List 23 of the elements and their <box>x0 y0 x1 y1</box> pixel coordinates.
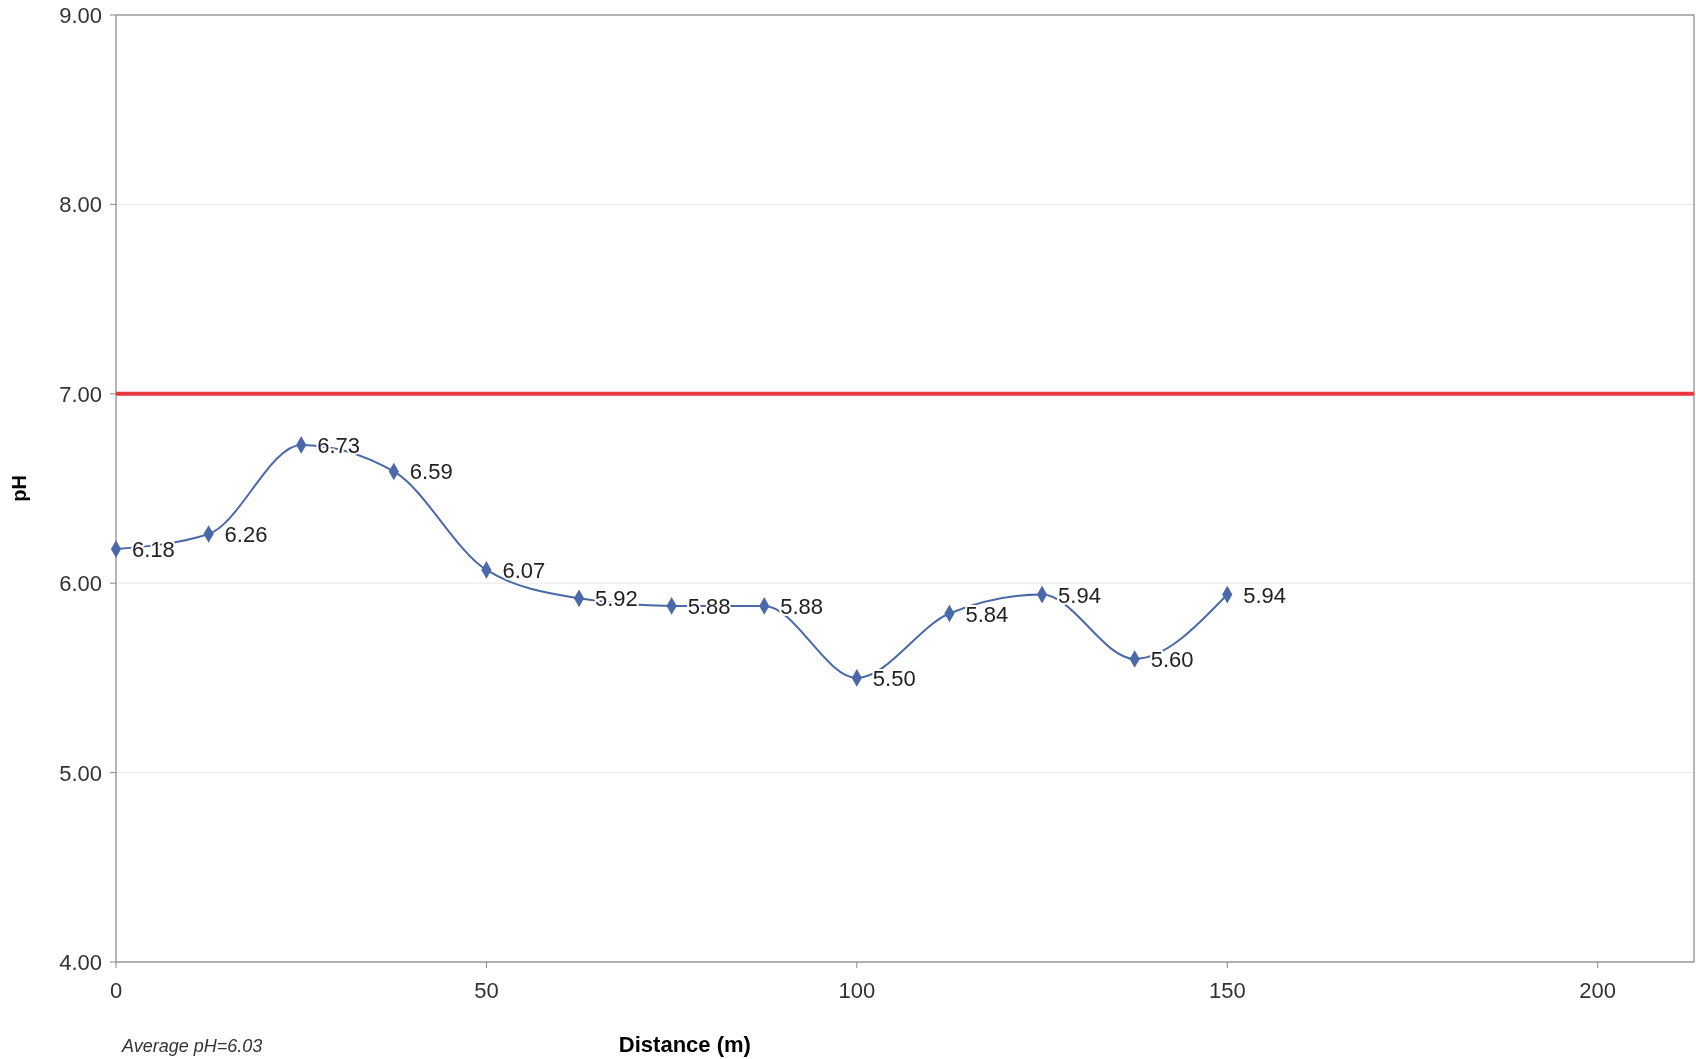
x-tick-label: 100 <box>838 978 876 1003</box>
y-tick-label: 6.00 <box>59 571 102 597</box>
y-tick-label: 4.00 <box>59 950 102 975</box>
data-label: 5.94 <box>1058 582 1101 608</box>
data-label: 5.94 <box>1243 582 1287 608</box>
y-tick-label: 7.00 <box>59 381 102 407</box>
x-tick-label: 150 <box>1208 978 1246 1003</box>
x-tick-label: 50 <box>474 978 499 1003</box>
data-label: 6.59 <box>409 459 453 485</box>
data-label: 5.50 <box>872 665 916 691</box>
y-axis-title: pH <box>8 475 30 502</box>
data-label: 5.84 <box>965 601 1009 627</box>
text: Average pH=6.03 <box>121 1036 263 1056</box>
y-tick-label: 9.00 <box>59 3 102 28</box>
x-tick-label: 200 <box>1579 978 1617 1003</box>
data-label: 5.60 <box>1150 646 1194 672</box>
y-tick-label: 5.00 <box>59 760 102 786</box>
x-axis-title: Distance (m) <box>618 1032 751 1057</box>
data-label: 6.26 <box>224 521 268 547</box>
x-tick-label: 0 <box>109 978 123 1003</box>
data-label: 6.07 <box>502 557 546 583</box>
data-label: 5.88 <box>780 593 824 619</box>
y-tick-label: 8.00 <box>59 192 102 218</box>
